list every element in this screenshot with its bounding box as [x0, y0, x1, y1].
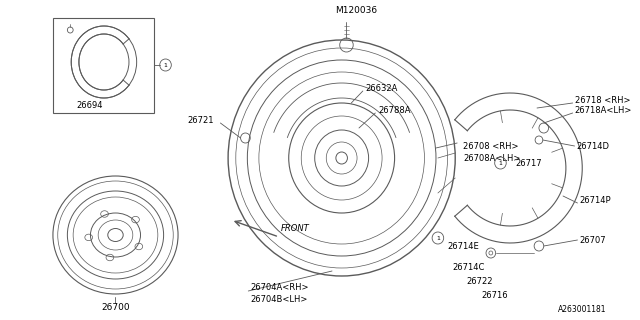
Text: 26788A: 26788A [378, 106, 411, 115]
Text: 1: 1 [164, 62, 168, 68]
Text: 26708 <RH>: 26708 <RH> [463, 141, 518, 150]
Text: 26716: 26716 [481, 292, 508, 300]
Bar [53, 18, 154, 113]
Text: 1: 1 [436, 236, 440, 241]
Text: 26718A<LH>: 26718A<LH> [575, 106, 632, 115]
Text: 26708A<LH>: 26708A<LH> [463, 154, 520, 163]
Text: 26694: 26694 [76, 100, 103, 109]
Text: 26718 <RH>: 26718 <RH> [575, 95, 630, 105]
Text: FRONT: FRONT [281, 223, 310, 233]
Text: 26714C: 26714C [452, 263, 484, 273]
Text: 26722: 26722 [467, 277, 493, 286]
Text: M120036: M120036 [335, 5, 377, 14]
Text: 1: 1 [499, 161, 502, 165]
Text: 26704A<RH>: 26704A<RH> [250, 284, 308, 292]
Text: 26717: 26717 [515, 158, 541, 167]
Text: 26714E: 26714E [447, 242, 479, 251]
Text: A263001181: A263001181 [558, 306, 606, 315]
Text: 26707: 26707 [579, 236, 606, 244]
Text: 26632A: 26632A [365, 84, 398, 92]
Text: 26700: 26700 [101, 302, 130, 311]
Text: 26714P: 26714P [579, 196, 611, 204]
Text: 26721: 26721 [187, 116, 214, 124]
Text: 26714D: 26714D [577, 141, 609, 150]
Text: 26704B<LH>: 26704B<LH> [250, 295, 308, 305]
